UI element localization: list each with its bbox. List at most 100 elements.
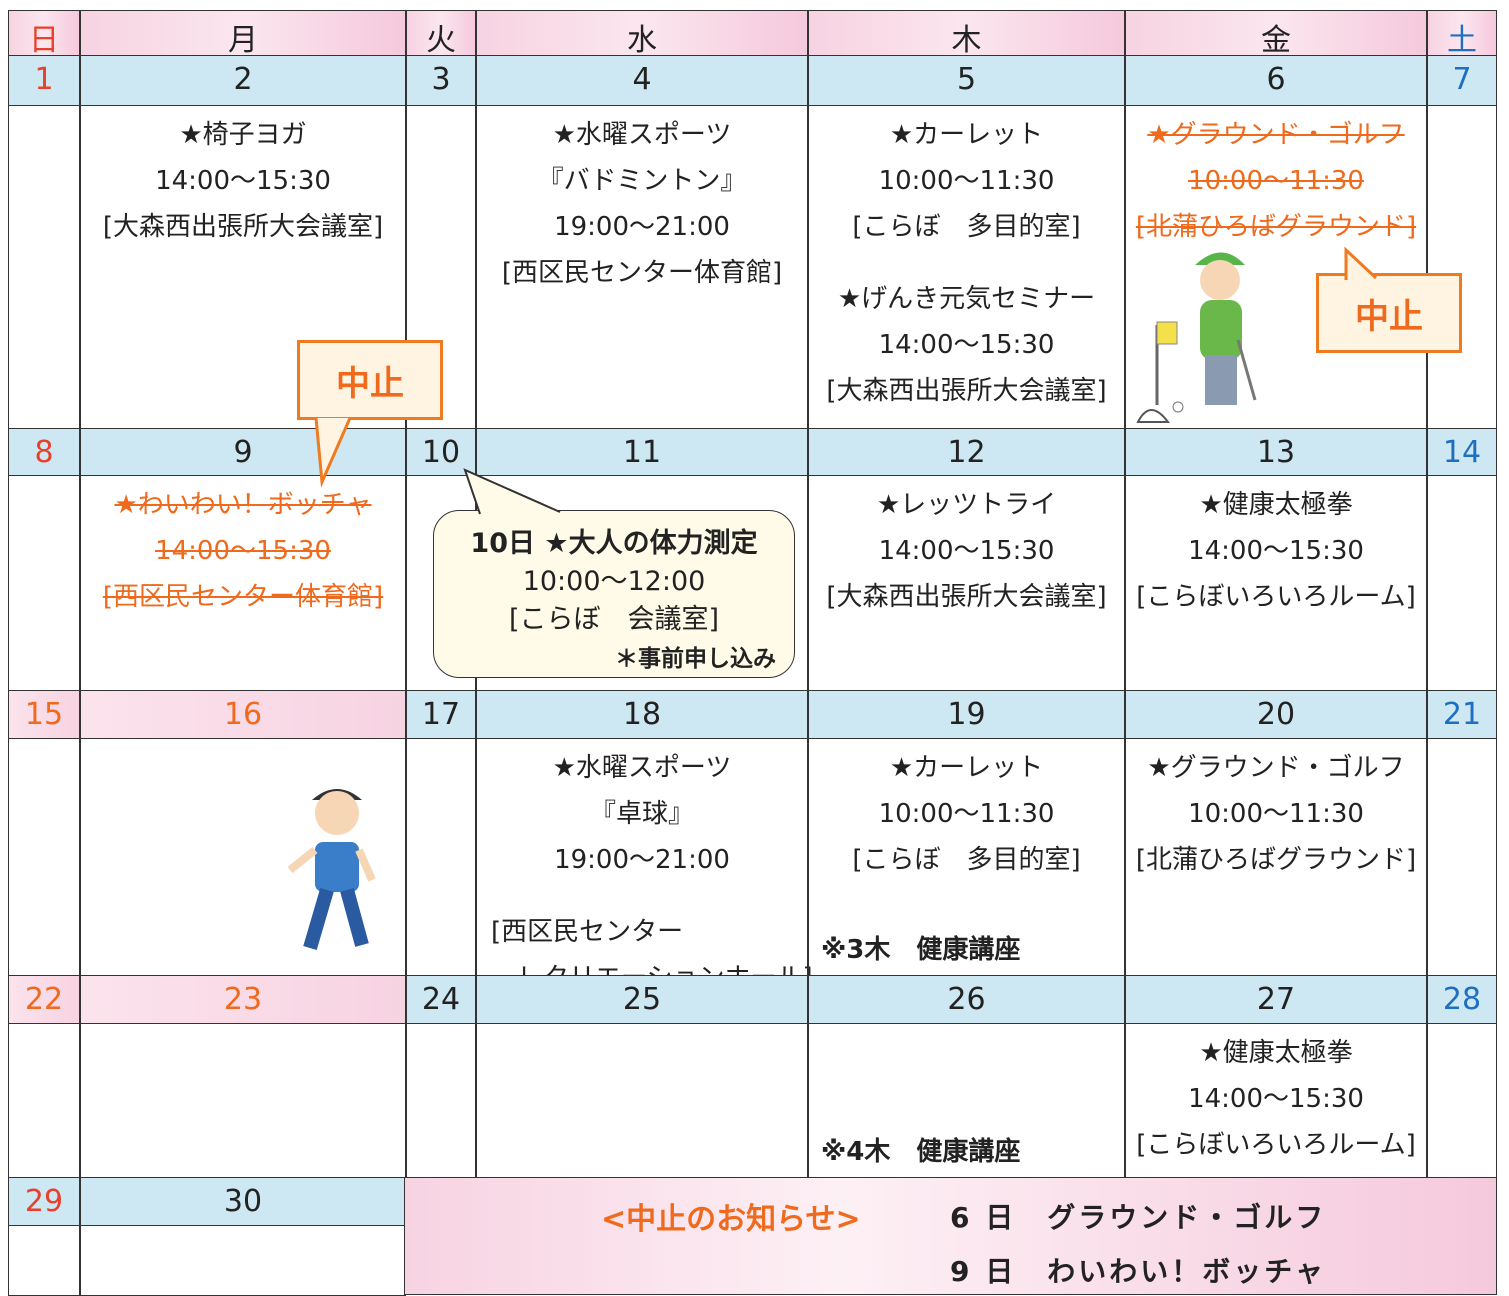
- day-cell: ★わいわい！ボッチャ 14:00～15:30 [西区民センター体育館]: [80, 475, 406, 691]
- event-line: 14:00～15:30: [878, 536, 1055, 566]
- notice: <中止のお知らせ> 6 日 グラウンド・ゴルフ 9 日 わいわい！ボッチャ: [404, 1177, 1497, 1295]
- date-cell: 3: [406, 55, 476, 106]
- event-line: [こらぼいろいろルーム]: [1136, 582, 1416, 612]
- event-line: ★レッツトライ: [876, 490, 1057, 520]
- event-line: [こらぼいろいろルーム]: [1136, 1130, 1416, 1160]
- notice-title: <中止のお知らせ>: [601, 1202, 861, 1237]
- weekday-cell: 月: [80, 10, 406, 58]
- date: 26: [947, 982, 986, 1017]
- event-line: 19:00～21:00: [554, 845, 730, 875]
- event-line: [西区民センター: [491, 917, 684, 947]
- date: 5: [956, 62, 977, 97]
- event-line: [こらぼ 多目的室]: [852, 212, 1081, 242]
- date-cell: 14: [1427, 428, 1497, 476]
- event-line: ★カーレット: [889, 753, 1044, 783]
- day-cell: [8, 475, 80, 691]
- date-cell: 21: [1427, 690, 1497, 739]
- day-cell: [1427, 105, 1497, 429]
- day-cell: [406, 738, 476, 976]
- day-cell: [8, 1225, 80, 1296]
- day-cell: ★健康太極拳 14:00～15:30 [こらぼいろいろルーム]: [1125, 475, 1427, 691]
- date: 1: [34, 62, 54, 97]
- weekday-cell: 木: [808, 10, 1125, 58]
- date: 12: [947, 435, 986, 470]
- event-line: ★グラウンド・ゴルフ: [1147, 753, 1405, 783]
- date-cell: 25: [476, 975, 808, 1024]
- day-cell: [8, 1023, 80, 1178]
- event-line: 『卓球』: [589, 799, 694, 829]
- event-line: ★カーレット: [889, 120, 1044, 150]
- event-line: [北蒲ひろばグラウンド]: [1135, 845, 1417, 875]
- date-cell: 30: [80, 1177, 406, 1226]
- note: ※4木 健康講座: [821, 1137, 1021, 1167]
- cancel-callout: 中止: [1316, 273, 1462, 353]
- date: 8: [34, 435, 54, 470]
- date-cell: 8: [8, 428, 80, 476]
- date-cell: 4: [476, 55, 808, 106]
- date: 2: [233, 62, 253, 97]
- weekday: 金: [1261, 23, 1291, 58]
- event-line: [西区民センター体育館]: [501, 258, 783, 288]
- notice-item: 6 日 グラウンド・ゴルフ: [950, 1201, 1327, 1234]
- day-cell: [8, 738, 80, 976]
- date-cell: 13: [1125, 428, 1427, 476]
- bubble-line: 10日 ★大人の体力測定: [470, 528, 758, 559]
- event-line: 10:00～11:30: [1188, 166, 1364, 196]
- weekday-cell: 水: [476, 10, 808, 58]
- event-line: [北蒲ひろばグラウンド]: [1135, 212, 1417, 242]
- cancel-callout: 中止: [297, 340, 443, 420]
- event-line: ★グラウンド・ゴルフ: [1147, 120, 1405, 150]
- event-line: 14:00～15:30: [1188, 1084, 1364, 1114]
- day-cell: [1427, 1023, 1497, 1178]
- weekday: 水: [627, 23, 657, 58]
- day-cell: [1427, 475, 1497, 691]
- day-cell: ※4木 健康講座: [808, 1023, 1125, 1178]
- event-line: ★椅子ヨガ: [179, 120, 307, 150]
- date-cell: 6: [1125, 55, 1427, 106]
- day-cell: [406, 1023, 476, 1178]
- weekday-cell: 日: [8, 10, 80, 58]
- date: 30: [223, 1184, 263, 1219]
- date: 23: [223, 982, 263, 1017]
- weekday: 木: [951, 23, 982, 58]
- event-line: 10:00～11:30: [878, 166, 1055, 196]
- date-cell: 9: [80, 428, 406, 476]
- event-line: 19:00～21:00: [554, 212, 730, 242]
- date-cell: 5: [808, 55, 1125, 106]
- date: 25: [622, 982, 662, 1017]
- date: 14: [1442, 435, 1482, 470]
- event-line: [大森西出張所大会議室]: [826, 376, 1107, 406]
- date-cell: 16: [80, 690, 406, 739]
- day-cell: [476, 1023, 808, 1178]
- day-cell: ★水曜スポーツ『卓球』19:00～21:00[西区民センター レクリエーションホ…: [476, 738, 813, 993]
- date-cell: 29: [8, 1177, 80, 1226]
- event-line: ★水曜スポーツ: [552, 120, 732, 150]
- date-cell: 20: [1125, 690, 1427, 739]
- date-cell: 18: [476, 690, 808, 739]
- date: 9: [233, 435, 253, 470]
- date-cell: 23: [80, 975, 406, 1024]
- date: 20: [1256, 697, 1296, 732]
- date-cell: 19: [808, 690, 1125, 739]
- date: 21: [1442, 697, 1482, 732]
- event-line: [大森西出張所大会議室]: [102, 212, 384, 242]
- day-cell: ★カーレット 10:00～11:30 [こらぼ 多目的室] ★げんき元気セミナー 14:…: [808, 105, 1125, 429]
- date: 22: [24, 982, 64, 1017]
- weekday-cell: 火: [406, 10, 476, 58]
- event-line: ★健康太極拳: [1199, 1038, 1353, 1068]
- event-line: 14:00～15:30: [878, 330, 1055, 360]
- weekday: 土: [1447, 23, 1477, 58]
- event-line: [西区民センター体育館]: [102, 582, 384, 612]
- date: 24: [421, 982, 461, 1017]
- day-cell: [8, 105, 80, 429]
- bubble-line: [こらぼ 会議室]: [508, 604, 720, 635]
- date: 11: [622, 435, 662, 470]
- event-line: 14:00～15:30: [155, 166, 331, 196]
- date-cell: 15: [8, 690, 80, 739]
- event-line: ★水曜スポーツ: [552, 753, 732, 783]
- bubble-line: 10:00～12:00: [522, 566, 706, 597]
- date-cell: 10: [406, 428, 476, 476]
- day-cell: ★健康太極拳 14:00～15:30 [こらぼいろいろルーム]: [1125, 1023, 1427, 1178]
- day-cell: ★水曜スポーツ 『バドミントン』 19:00～21:00 [西区民センター体育館]: [476, 105, 808, 429]
